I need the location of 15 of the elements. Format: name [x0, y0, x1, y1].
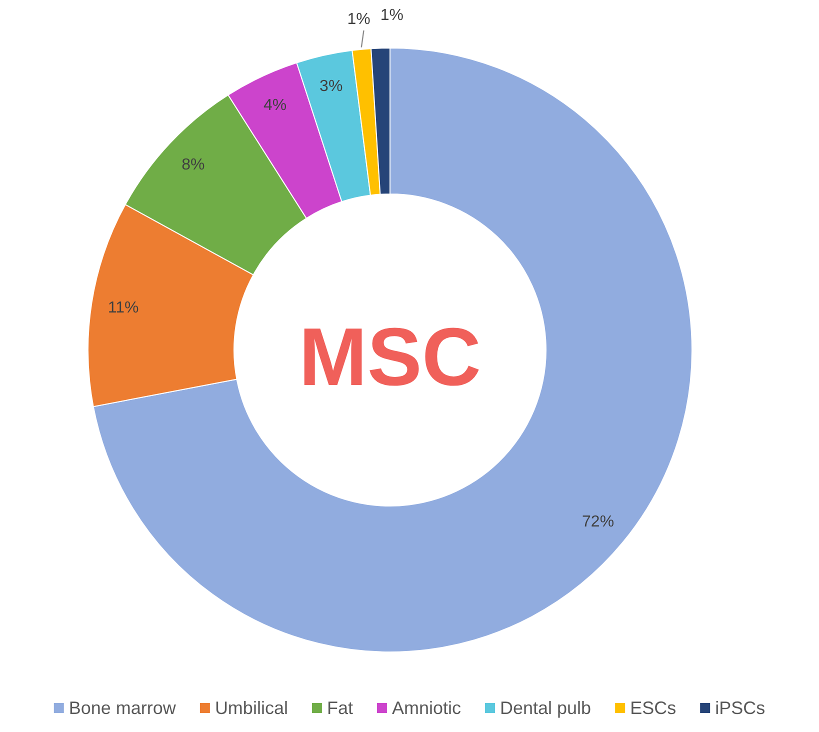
data-label: 8%: [182, 156, 205, 174]
data-label: 1%: [347, 10, 370, 28]
data-label: 72%: [582, 514, 614, 531]
data-label: 1%: [380, 6, 404, 24]
legend-label: ESCs: [630, 698, 676, 718]
legend-label: Dental pulb: [500, 698, 592, 718]
legend-label: Amniotic: [392, 698, 461, 718]
data-label: 4%: [263, 97, 287, 114]
data-label: 3%: [320, 78, 343, 95]
legend-label: Bone marrow: [68, 698, 177, 718]
text: MSC: [298, 312, 482, 403]
legend-label: iPSCs: [715, 698, 766, 718]
data-label: 11%: [108, 299, 139, 316]
legend-label: Umbilical: [214, 698, 288, 718]
legend-label: Fat: [326, 698, 353, 718]
